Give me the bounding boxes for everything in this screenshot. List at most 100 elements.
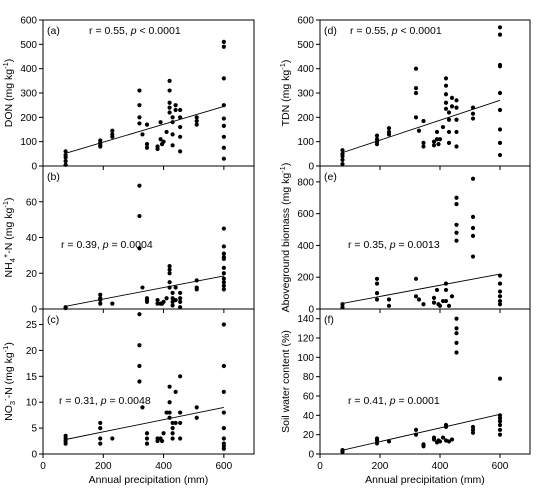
data-point: [454, 331, 459, 336]
data-point: [454, 326, 459, 331]
data-point: [173, 389, 178, 394]
data-point: [437, 439, 443, 444]
y-tick-label: 0: [31, 450, 37, 461]
data-point: [446, 110, 452, 115]
data-point: [470, 214, 476, 219]
y-axis-label: NO3--N (mg kg-1): [1, 342, 17, 421]
y-tick-label: 500: [297, 40, 314, 51]
data-point: [98, 420, 103, 426]
data-point: [155, 297, 160, 303]
data-point: [110, 301, 115, 306]
data-point: [178, 436, 183, 441]
data-point: [158, 120, 163, 125]
data-point: [167, 410, 172, 415]
data-point: [167, 105, 172, 110]
data-point: [221, 265, 226, 270]
x-tick-label: 0: [317, 461, 323, 472]
data-point: [470, 424, 476, 430]
data-point: [221, 226, 226, 231]
data-point: [167, 280, 172, 285]
data-point: [221, 283, 226, 288]
data-point: [386, 126, 392, 131]
data-point: [221, 363, 226, 369]
y-tick-label: 600: [297, 16, 314, 27]
data-point: [470, 225, 476, 231]
data-point: [167, 267, 172, 272]
data-point: [178, 115, 183, 120]
data-point: [497, 289, 503, 294]
y-tick-label: 20: [26, 346, 38, 357]
data-point: [470, 427, 476, 432]
data-point: [434, 287, 440, 293]
panel-b: 0 20 40 60 (b) r = 0.39, p = 0.0004 NH4+-N (mg…: [1, 165, 255, 316]
data-point: [158, 137, 163, 142]
regression-line: [65, 406, 224, 440]
data-point: [431, 437, 437, 442]
data-point: [421, 144, 426, 149]
data-point: [161, 431, 166, 436]
data-point: [446, 140, 452, 145]
y-tick-label: 10: [26, 398, 38, 409]
y-tick-label: 500: [20, 40, 37, 51]
data-point: [470, 116, 476, 121]
data-point: [470, 105, 476, 110]
data-point: [386, 132, 392, 137]
data-point: [497, 64, 503, 69]
data-point: [497, 427, 503, 432]
data-point: [178, 290, 183, 296]
data-point: [497, 32, 503, 37]
data-point: [137, 115, 142, 120]
y-tick-label: 800: [297, 177, 314, 188]
data-point: [164, 129, 169, 135]
y-tick-label: 100: [20, 137, 37, 148]
data-point: [221, 103, 226, 108]
data-point: [144, 441, 150, 446]
data-point: [434, 129, 440, 135]
data-point: [178, 410, 183, 415]
data-point: [194, 278, 199, 283]
data-point: [497, 376, 503, 381]
data-point: [470, 111, 476, 116]
y-tick-label: 400: [20, 64, 37, 75]
y-tick-label: 200: [297, 273, 314, 284]
regression-line: [65, 275, 224, 307]
correlation-stat: r = 0.35, p = 0.0013: [348, 239, 440, 251]
data-point: [144, 145, 150, 150]
data-point: [167, 415, 172, 420]
y-tick-label: 25: [26, 320, 38, 331]
data-point: [386, 439, 392, 444]
data-point: [374, 281, 380, 286]
y-axis-label: NH4+-N (mg kg-1): [1, 198, 17, 278]
panel-e: 0 200 400 600 800 (e) r = 0.35, p = 0.0013 Abov…: [278, 163, 531, 316]
data-point: [221, 436, 226, 441]
data-point: [170, 436, 175, 441]
data-point: [173, 285, 178, 290]
data-point: [221, 280, 226, 285]
data-point: [374, 438, 380, 443]
panel-label: (d): [324, 25, 337, 37]
data-point: [137, 363, 142, 369]
data-point: [221, 116, 226, 121]
data-point: [164, 410, 169, 415]
data-point: [374, 142, 380, 147]
data-point: [98, 426, 103, 431]
data-point: [454, 316, 459, 321]
data-point: [443, 106, 449, 111]
data-point: [137, 103, 142, 108]
data-point: [170, 420, 175, 426]
data-point: [446, 129, 452, 135]
data-point: [497, 281, 503, 286]
data-point: [470, 254, 476, 259]
data-point: [173, 107, 178, 113]
correlation-stat: r = 0.31, p = 0.0048: [59, 395, 151, 407]
y-tick-label: 0: [31, 162, 37, 173]
data-point: [178, 107, 183, 113]
data-point: [98, 297, 103, 303]
data-point: [140, 405, 145, 410]
correlation-stat: r = 0.55, p < 0.0001: [350, 25, 442, 37]
data-point: [437, 137, 443, 142]
data-point: [221, 145, 226, 150]
data-point: [167, 110, 172, 115]
data-point: [221, 287, 226, 292]
data-point: [137, 343, 142, 348]
